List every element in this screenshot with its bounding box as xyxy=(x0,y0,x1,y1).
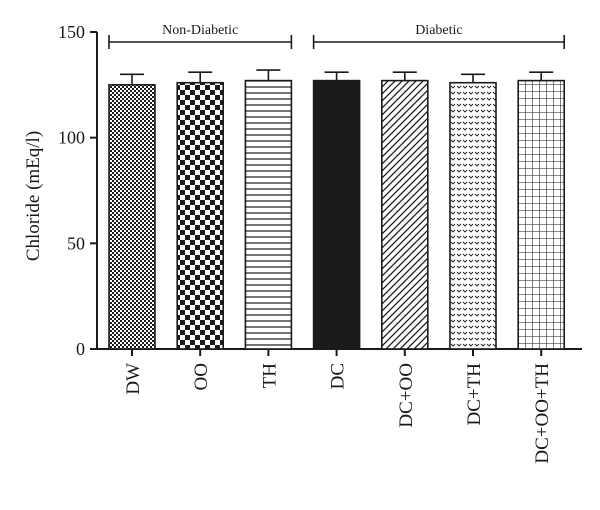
bar xyxy=(176,81,224,350)
y-tick-label: 150 xyxy=(58,22,85,42)
bar xyxy=(380,79,429,350)
group-label: Non-Diabetic xyxy=(162,23,238,38)
group-brackets: Non-Diabetic Diabetic xyxy=(108,23,566,49)
error-bars xyxy=(120,69,554,85)
y-tick-label: 0 xyxy=(76,339,85,359)
x-category-label: OO xyxy=(191,363,212,390)
x-category-label: DC+OO xyxy=(396,363,417,428)
x-axis: DW OO TH DC DC+OO DC+TH DC+OO+TH xyxy=(97,348,582,464)
bar xyxy=(517,79,566,350)
x-category-label: DC+OO+TH xyxy=(532,363,553,464)
bar xyxy=(312,79,361,350)
bar xyxy=(244,79,293,350)
x-category-label: TH xyxy=(259,363,280,389)
x-category-label: DC+TH xyxy=(464,363,485,426)
group-label: Diabetic xyxy=(415,23,462,38)
x-category-label: DW xyxy=(123,363,144,395)
y-tick-label: 50 xyxy=(67,233,85,253)
bar xyxy=(449,81,497,350)
y-axis-title: Chloride (mEq/l) xyxy=(23,131,44,261)
bars xyxy=(108,79,566,350)
bar xyxy=(108,84,156,350)
y-axis: 0 50 100 150 xyxy=(58,22,98,359)
y-tick-label: 100 xyxy=(58,128,85,148)
x-category-label: DC xyxy=(328,363,349,389)
